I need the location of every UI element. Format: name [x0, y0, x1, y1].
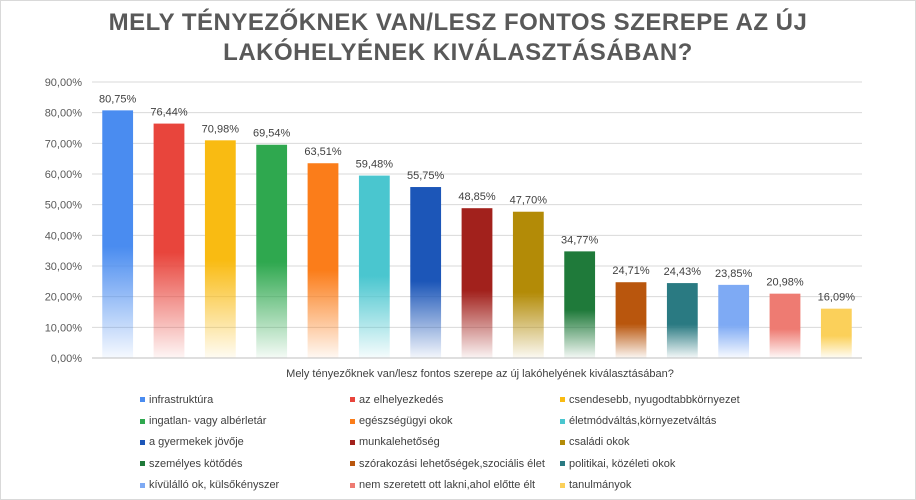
bar: [615, 282, 647, 358]
data-label: 69,54%: [253, 128, 291, 140]
data-label: 76,44%: [150, 107, 188, 119]
legend-item: nem szeretett ott lakni,ahol előtte élt: [350, 475, 560, 496]
bar: [718, 284, 750, 358]
bar: [307, 163, 339, 358]
y-tick-label: 80,00%: [45, 108, 83, 120]
bar: [256, 144, 288, 358]
legend-swatch: [560, 439, 565, 445]
x-axis-label: Mely tényezőknek van/lesz fontos szerepe…: [286, 368, 674, 380]
legend-label: tanulmányok: [569, 479, 632, 492]
y-tick-label: 0,00%: [51, 353, 82, 365]
legend-swatch: [560, 397, 565, 403]
legend-swatch: [350, 418, 355, 424]
legend-swatch: [140, 461, 145, 467]
legend-item: az elhelyezkedés: [350, 389, 560, 410]
legend-item: csendesebb, nyugodtabbkörnyezet: [560, 389, 800, 410]
legend-label: infrastruktúra: [149, 393, 214, 406]
legend-item: szórakozási lehetőségek,szociális élet: [350, 453, 560, 474]
y-tick-label: 40,00%: [45, 230, 83, 242]
data-label: 47,70%: [510, 195, 548, 207]
legend-label: a gyermekek jövője: [149, 436, 244, 449]
legend-label: szórakozási lehetőségek,szociális élet: [359, 457, 545, 470]
y-tick-label: 60,00%: [45, 169, 83, 181]
legend-label: ingatlan- vagy albérletár: [149, 415, 267, 428]
bar: [820, 308, 852, 358]
bar: [666, 283, 698, 358]
legend-swatch: [560, 482, 565, 488]
legend-label: személyes kötődés: [149, 457, 243, 470]
data-label: 48,85%: [458, 191, 496, 203]
legend-label: életmódváltás,környezetváltás: [569, 415, 717, 428]
bar: [564, 251, 596, 358]
bar: [204, 140, 236, 358]
legend-item: személyes kötődés: [140, 453, 350, 474]
legend: infrastruktúra az elhelyezkedés csendesebb…: [140, 389, 880, 496]
data-label: 23,85%: [715, 268, 753, 280]
legend-swatch: [140, 482, 145, 488]
legend-label: az elhelyezkedés: [359, 393, 444, 406]
data-label: 55,75%: [407, 170, 445, 182]
y-tick-label: 50,00%: [45, 200, 83, 212]
data-label: 16,09%: [818, 292, 856, 304]
bar: [512, 211, 544, 358]
legend-swatch: [140, 439, 145, 445]
legend-label: munkalehetőség: [359, 436, 440, 449]
data-labels: 80,75% 76,44% 70,98% 69,54% 63,51% 59,48% 55,7…: [99, 93, 855, 303]
bar: [358, 175, 390, 358]
data-label: 80,75%: [99, 93, 137, 105]
data-label: 20,98%: [766, 277, 804, 289]
data-label: 70,98%: [202, 123, 240, 135]
y-axis-ticks: 0,00% 10,00% 20,00% 30,00% 40,00% 50,00% 60,00…: [45, 77, 83, 365]
legend-label: nem szeretett ott lakni,ahol előtte élt: [359, 479, 536, 492]
legend-item: infrastruktúra: [140, 389, 350, 410]
y-tick-label: 70,00%: [45, 138, 83, 150]
legend-label: egészségügyi okok: [359, 415, 453, 428]
data-label: 34,77%: [561, 234, 599, 246]
legend-swatch: [350, 461, 355, 467]
legend-swatch: [350, 482, 355, 488]
legend-swatch: [560, 418, 565, 424]
y-tick-label: 20,00%: [45, 292, 83, 304]
chart-title-line-2: LAKÓHELYÉNEK KIVÁLASZTÁSÁBAN?: [223, 39, 693, 66]
data-label: 63,51%: [304, 146, 342, 158]
y-tick-label: 90,00%: [45, 77, 83, 89]
legend-label: politikai, közéleti okok: [569, 457, 676, 470]
legend-item: kívülálló ok, külsőkényszer: [140, 475, 350, 496]
bar: [410, 187, 442, 358]
legend-item: életmódváltás,környezetváltás: [560, 410, 800, 431]
legend-label: családi okok: [569, 436, 630, 449]
legend-swatch: [350, 397, 355, 403]
legend-item: családi okok: [560, 432, 800, 453]
bar: [461, 208, 493, 358]
data-label: 24,43%: [664, 266, 702, 278]
bar: [153, 123, 185, 358]
data-label: 59,48%: [356, 159, 394, 171]
legend-item: egészségügyi okok: [350, 410, 560, 431]
legend-item: munkalehetőség: [350, 432, 560, 453]
y-tick-label: 30,00%: [45, 261, 83, 273]
data-label: 24,71%: [612, 265, 650, 277]
bar: [102, 110, 134, 358]
y-tick-label: 10,00%: [45, 322, 83, 334]
legend-swatch: [560, 461, 565, 467]
legend-swatch: [140, 418, 145, 424]
chart-title-line-1: MELY TÉNYEZŐKNEK VAN/LESZ FONTOS SZEREPE…: [108, 9, 808, 36]
legend-label: kívülálló ok, külsőkényszer: [149, 479, 280, 492]
legend-item: politikai, közéleti okok: [560, 453, 800, 474]
legend-item: ingatlan- vagy albérletár: [140, 410, 350, 431]
legend-label: csendesebb, nyugodtabbkörnyezet: [569, 393, 740, 406]
legend-swatch: [140, 397, 145, 403]
bars: [102, 110, 852, 358]
chart-title: MELY TÉNYEZŐKNEK VAN/LESZ FONTOS SZEREPE…: [0, 8, 916, 68]
bar: [769, 293, 801, 358]
legend-item: tanulmányok: [560, 475, 800, 496]
legend-item: a gyermekek jövője: [140, 432, 350, 453]
legend-swatch: [350, 439, 355, 445]
